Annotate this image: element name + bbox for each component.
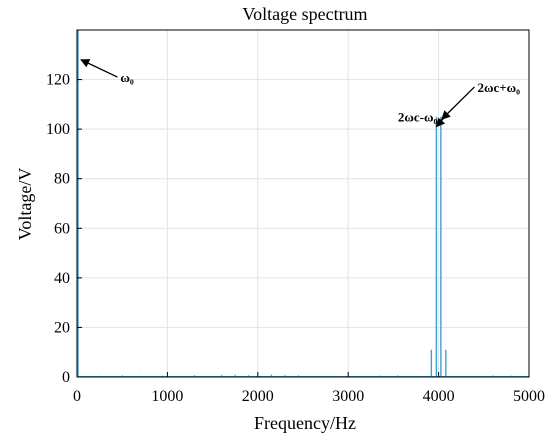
x-tick-label: 1000 bbox=[151, 388, 183, 405]
x-tick-label: 4000 bbox=[423, 388, 455, 405]
plot-frame bbox=[76, 29, 530, 378]
x-tick-label: 0 bbox=[73, 388, 81, 405]
x-tick-label: 3000 bbox=[332, 388, 364, 405]
annotation-label: 2ωc+ω₀ bbox=[477, 80, 520, 95]
y-tick-label: 40 bbox=[54, 270, 70, 287]
y-tick-label: 100 bbox=[46, 121, 70, 138]
x-axis-label: Frequency/Hz bbox=[254, 413, 356, 433]
annotation-arrow bbox=[80, 59, 118, 78]
x-tick-label: 2000 bbox=[242, 388, 274, 405]
grid bbox=[76, 30, 530, 378]
y-tick-label: 60 bbox=[54, 220, 70, 237]
chart-title: Voltage spectrum bbox=[242, 4, 367, 24]
y-tick-label: 80 bbox=[54, 171, 70, 188]
y-tick-label: 120 bbox=[46, 72, 70, 89]
y-axis-label: Voltage/V bbox=[15, 168, 35, 241]
y-tick-label: 20 bbox=[54, 319, 70, 336]
annotation-arrow bbox=[441, 86, 475, 120]
x-tick-label: 5000 bbox=[513, 388, 545, 405]
annotation-label: 2ωc-ω₀ bbox=[398, 110, 438, 125]
spectrum-series bbox=[77, 30, 529, 377]
y-tick-label: 0 bbox=[62, 369, 70, 386]
annotation-label: ω₀ bbox=[120, 70, 134, 85]
annotations: ω₀ 2ωc-ω₀ 2ωc+ω₀ bbox=[80, 59, 520, 128]
axis-ticks: 0 1000 2000 3000 4000 5000 0 20 40 60 80 100 120 bbox=[46, 72, 545, 405]
